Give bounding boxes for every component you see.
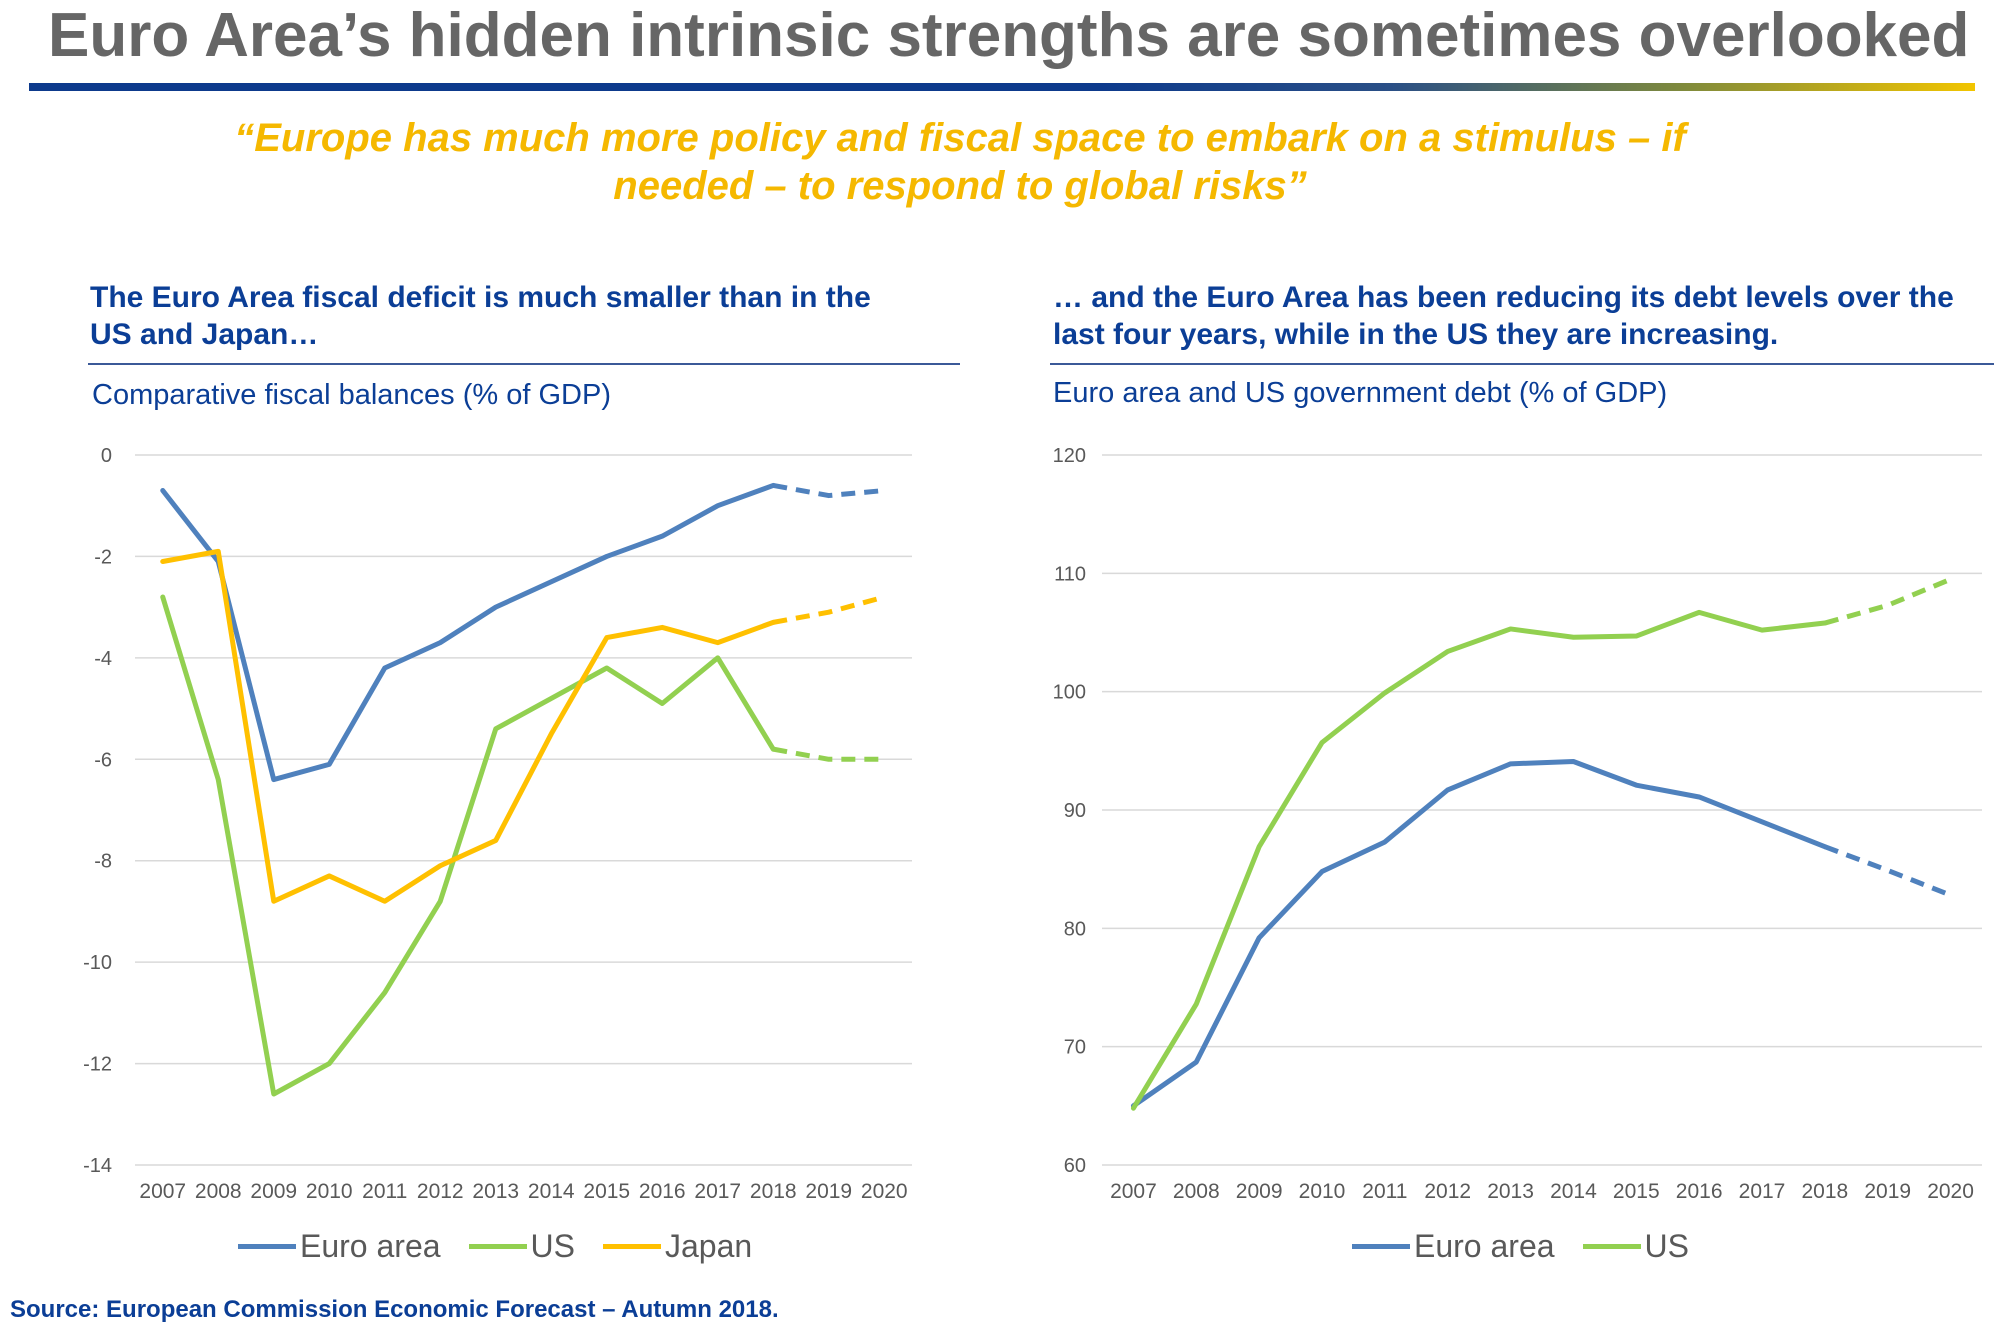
right-chart-subtitle: Euro area and US government debt (% of G… (1053, 377, 1668, 409)
legend-item: US (468, 1228, 575, 1265)
x-tick-label: 2019 (1864, 1180, 1911, 1203)
y-tick-label: 120 (1053, 445, 1086, 467)
legend-label: Euro area (1414, 1228, 1555, 1264)
fiscal-balance-chart: 0 -2 -4 -6 -8 -10 -12 -14 2007 2008 2009 2010 2011 20… (83, 445, 912, 1203)
x-tick-label: 2014 (528, 1180, 575, 1203)
series-line-us (1130, 609, 1828, 1111)
series-forecast-us (772, 746, 885, 762)
right-panel-rule (1050, 363, 1994, 365)
right-panel-headline: … and the Euro Area has been reducing it… (1053, 281, 1954, 351)
fiscal-balance-legend: Euro area US Japan (238, 1228, 780, 1265)
legend-label: Japan (664, 1228, 753, 1264)
y-tick-label: -12 (83, 1054, 112, 1076)
left-panel-rule (88, 363, 960, 365)
y-tick-label: 60 (1064, 1155, 1086, 1177)
series-forecast-euro-area (772, 482, 885, 499)
x-tick-label: 2009 (250, 1180, 297, 1203)
legend-swatch (1582, 1244, 1641, 1249)
legend-label: Euro area (300, 1228, 441, 1264)
y-tick-label: -14 (83, 1155, 112, 1177)
x-tick-label: 2013 (1487, 1180, 1534, 1203)
legend-label: US (530, 1228, 575, 1264)
series-line-euro-area (1130, 758, 1828, 1109)
x-tick-label: 2017 (694, 1180, 741, 1203)
legend-swatch (602, 1244, 661, 1249)
series-line-us (160, 594, 776, 1097)
y-tick-label: 100 (1053, 682, 1086, 704)
x-tick-label: 2011 (1362, 1180, 1407, 1203)
x-tick-label: 2019 (805, 1180, 852, 1203)
x-tick-label: 2008 (1173, 1180, 1220, 1203)
x-tick-label: 2007 (1110, 1180, 1157, 1203)
x-tick-label: 2008 (195, 1180, 242, 1203)
x-tick-label: 2012 (1424, 1180, 1471, 1203)
y-tick-label: 110 (1054, 563, 1086, 585)
x-tick-label: 2015 (583, 1180, 630, 1203)
x-tick-label: 2010 (1299, 1180, 1346, 1203)
x-tick-label: 2018 (750, 1180, 797, 1203)
legend-swatch (238, 1244, 296, 1249)
government-debt-chart: 120 110 100 90 80 70 60 2007 2008 2009 2010 2011 201… (1053, 445, 1982, 1203)
legend-item: US (1582, 1228, 1689, 1265)
y-tick-label: -4 (94, 648, 112, 670)
y-tick-label: 0 (101, 445, 112, 467)
x-tick-label: 2010 (306, 1180, 353, 1203)
x-tick-label: 2016 (1676, 1180, 1723, 1203)
x-tick-label: 2014 (1550, 1180, 1597, 1203)
x-tick-label: 2009 (1236, 1180, 1283, 1203)
legend-label: US (1644, 1228, 1689, 1264)
left-panel-headline: The Euro Area fiscal deficit is much sma… (90, 281, 871, 351)
x-tick-label: 2011 (362, 1180, 407, 1203)
page-title: Euro Area’s hidden intrinsic strengths a… (48, 1, 1970, 70)
legend-item: Euro area (1352, 1228, 1555, 1265)
source-note: Source: European Commission Economic For… (10, 1296, 779, 1323)
series-forecast-euro-area (1823, 844, 1952, 898)
title-underline (29, 83, 1975, 91)
y-tick-label: 90 (1064, 800, 1086, 822)
headline-quote: “Europe has much more policy and fiscal … (234, 116, 1686, 208)
legend-item: Japan (602, 1228, 753, 1265)
x-tick-label: 2020 (1927, 1180, 1974, 1203)
y-tick-label: -2 (94, 546, 112, 568)
series-line-japan (160, 548, 776, 904)
y-tick-label: 80 (1064, 918, 1086, 940)
legend-item: Euro area (238, 1228, 441, 1265)
x-tick-label: 2020 (861, 1180, 908, 1203)
x-tick-label: 2016 (639, 1180, 686, 1203)
series-line-euro-area (160, 482, 776, 783)
left-chart-subtitle: Comparative fiscal balances (% of GDP) (92, 379, 611, 411)
government-debt-legend: Euro area US (1352, 1228, 1717, 1265)
y-tick-label: -10 (83, 952, 112, 974)
x-tick-label: 2007 (139, 1180, 186, 1203)
x-tick-label: 2013 (472, 1180, 519, 1203)
y-tick-label: -8 (94, 851, 112, 873)
y-tick-label: -6 (94, 749, 112, 771)
series-forecast-japan (772, 594, 885, 625)
x-tick-label: 2018 (1801, 1180, 1848, 1203)
legend-swatch (1352, 1244, 1410, 1249)
x-tick-label: 2015 (1613, 1180, 1660, 1203)
legend-swatch (468, 1244, 527, 1249)
y-tick-label: 70 (1064, 1037, 1086, 1059)
series-forecast-us (1824, 576, 1952, 626)
x-tick-label: 2017 (1739, 1180, 1786, 1203)
x-tick-label: 2012 (417, 1180, 464, 1203)
